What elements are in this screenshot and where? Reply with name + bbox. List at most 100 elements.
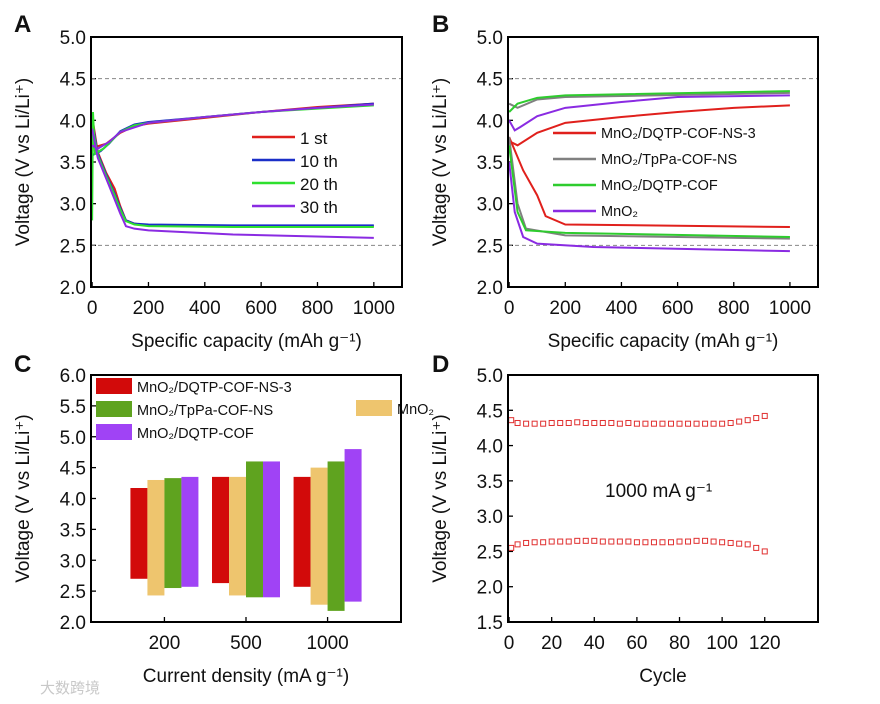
y-tick-label: 2.0	[60, 278, 86, 299]
bar	[293, 476, 311, 587]
data-point-discharge	[582, 537, 589, 544]
data-point-discharge	[574, 537, 581, 544]
data-point-discharge	[761, 548, 768, 555]
data-point-charge	[693, 420, 700, 427]
data-point-discharge	[599, 538, 606, 545]
series-line-charge	[508, 104, 790, 147]
data-point-charge	[753, 415, 760, 422]
data-point-discharge	[591, 537, 598, 544]
y-tick-label: 3.5	[477, 153, 503, 174]
y-tick-label: 5.0	[477, 28, 503, 49]
data-point-discharge	[753, 544, 760, 551]
legend-label: MnO₂/TpPa-COF-NS	[137, 403, 273, 419]
y-tick-label: 4.5	[60, 70, 86, 91]
y-tick-label: 4.5	[477, 401, 503, 422]
y-tick-label: 1.5	[477, 613, 503, 634]
data-point-discharge	[540, 539, 547, 546]
legend-label: MnO₂	[397, 402, 434, 418]
y-tick-label: 2.5	[477, 236, 503, 257]
y-tick-label: 2.5	[477, 542, 503, 563]
legend-label: MnO₂/DQTP-COF-NS-3	[601, 126, 756, 142]
series-line-discharge	[508, 136, 790, 228]
y-tick-label: 4.5	[60, 459, 86, 480]
annotation: 1000 mA g⁻¹	[605, 481, 712, 502]
data-point-charge	[625, 419, 632, 426]
data-point-discharge	[616, 538, 623, 545]
data-point-charge	[514, 419, 521, 426]
x-tick-label: 0	[504, 633, 515, 654]
legend-label: MnO₂	[601, 204, 638, 220]
data-point-charge	[540, 420, 547, 427]
y-tick-label: 4.0	[60, 490, 86, 511]
data-point-discharge	[727, 539, 734, 546]
legend-label: MnO₂/TpPa-COF-NS	[601, 152, 737, 168]
y-axis-label: Voltage (V vs Li/Li⁺)	[430, 414, 451, 582]
data-point-discharge	[531, 539, 538, 546]
data-point-charge	[642, 420, 649, 427]
data-point-charge	[548, 419, 555, 426]
y-tick-label: 5.0	[60, 428, 86, 449]
y-tick-label: 3.0	[477, 507, 503, 528]
bar	[130, 488, 148, 579]
bar	[263, 461, 280, 598]
x-axis-label: Specific capacity (mAh g⁻¹)	[131, 331, 362, 352]
data-point-charge	[736, 418, 743, 425]
data-point-charge	[633, 420, 640, 427]
data-point-charge	[710, 420, 717, 427]
y-tick-label: 5.0	[60, 28, 86, 49]
bar	[164, 478, 182, 589]
series-line-charge	[508, 94, 790, 132]
data-point-charge	[744, 417, 751, 424]
x-tick-label: 600	[245, 298, 277, 319]
bar	[181, 476, 199, 587]
data-point-discharge	[557, 538, 564, 545]
data-point-charge	[608, 419, 615, 426]
watermark: 大数跨境	[40, 679, 100, 697]
data-point-charge	[659, 420, 666, 427]
data-point-discharge	[650, 539, 657, 546]
series-line-charge	[91, 103, 374, 150]
series-line-charge	[91, 102, 374, 157]
data-point-discharge	[659, 539, 666, 546]
legend-label: MnO₂/DQTP-COF-NS-3	[137, 380, 292, 396]
panel-letter: B	[432, 11, 449, 38]
y-tick-label: 2.0	[60, 613, 86, 634]
data-point-charge	[667, 420, 674, 427]
x-tick-label: 0	[87, 298, 98, 319]
y-tick-label: 4.0	[60, 111, 86, 132]
data-point-charge	[761, 412, 768, 419]
legend-label: 10 th	[300, 152, 338, 171]
y-tick-label: 2.5	[60, 236, 86, 257]
data-point-discharge	[676, 538, 683, 545]
x-tick-label: 0	[504, 298, 515, 319]
data-point-charge	[650, 420, 657, 427]
x-tick-label: 400	[189, 298, 221, 319]
data-point-discharge	[702, 537, 709, 544]
data-point-charge	[508, 417, 515, 424]
legend-swatch	[356, 400, 392, 416]
plot-frame	[90, 36, 403, 288]
plot-frame	[90, 374, 402, 623]
legend-label: MnO₂/DQTP-COF	[137, 426, 254, 442]
legend-swatch	[96, 378, 132, 394]
x-tick-label: 60	[626, 633, 647, 654]
x-tick-label: 1000	[306, 633, 348, 654]
data-point-charge	[523, 420, 530, 427]
data-point-charge	[574, 419, 581, 426]
legend-swatch	[96, 401, 132, 417]
y-tick-label: 3.0	[60, 551, 86, 572]
data-point-discharge	[625, 538, 632, 545]
x-tick-label: 800	[302, 298, 334, 319]
x-tick-label: 200	[149, 633, 181, 654]
x-tick-label: 120	[749, 633, 781, 654]
series-line-discharge	[91, 128, 374, 239]
data-point-discharge	[508, 544, 515, 551]
x-tick-label: 400	[606, 298, 638, 319]
y-tick-label: 4.0	[477, 437, 503, 458]
x-axis-label: Current density (mA g⁻¹)	[143, 666, 349, 687]
y-tick-label: 3.5	[477, 472, 503, 493]
data-point-charge	[727, 419, 734, 426]
panel-letter: A	[14, 11, 31, 38]
